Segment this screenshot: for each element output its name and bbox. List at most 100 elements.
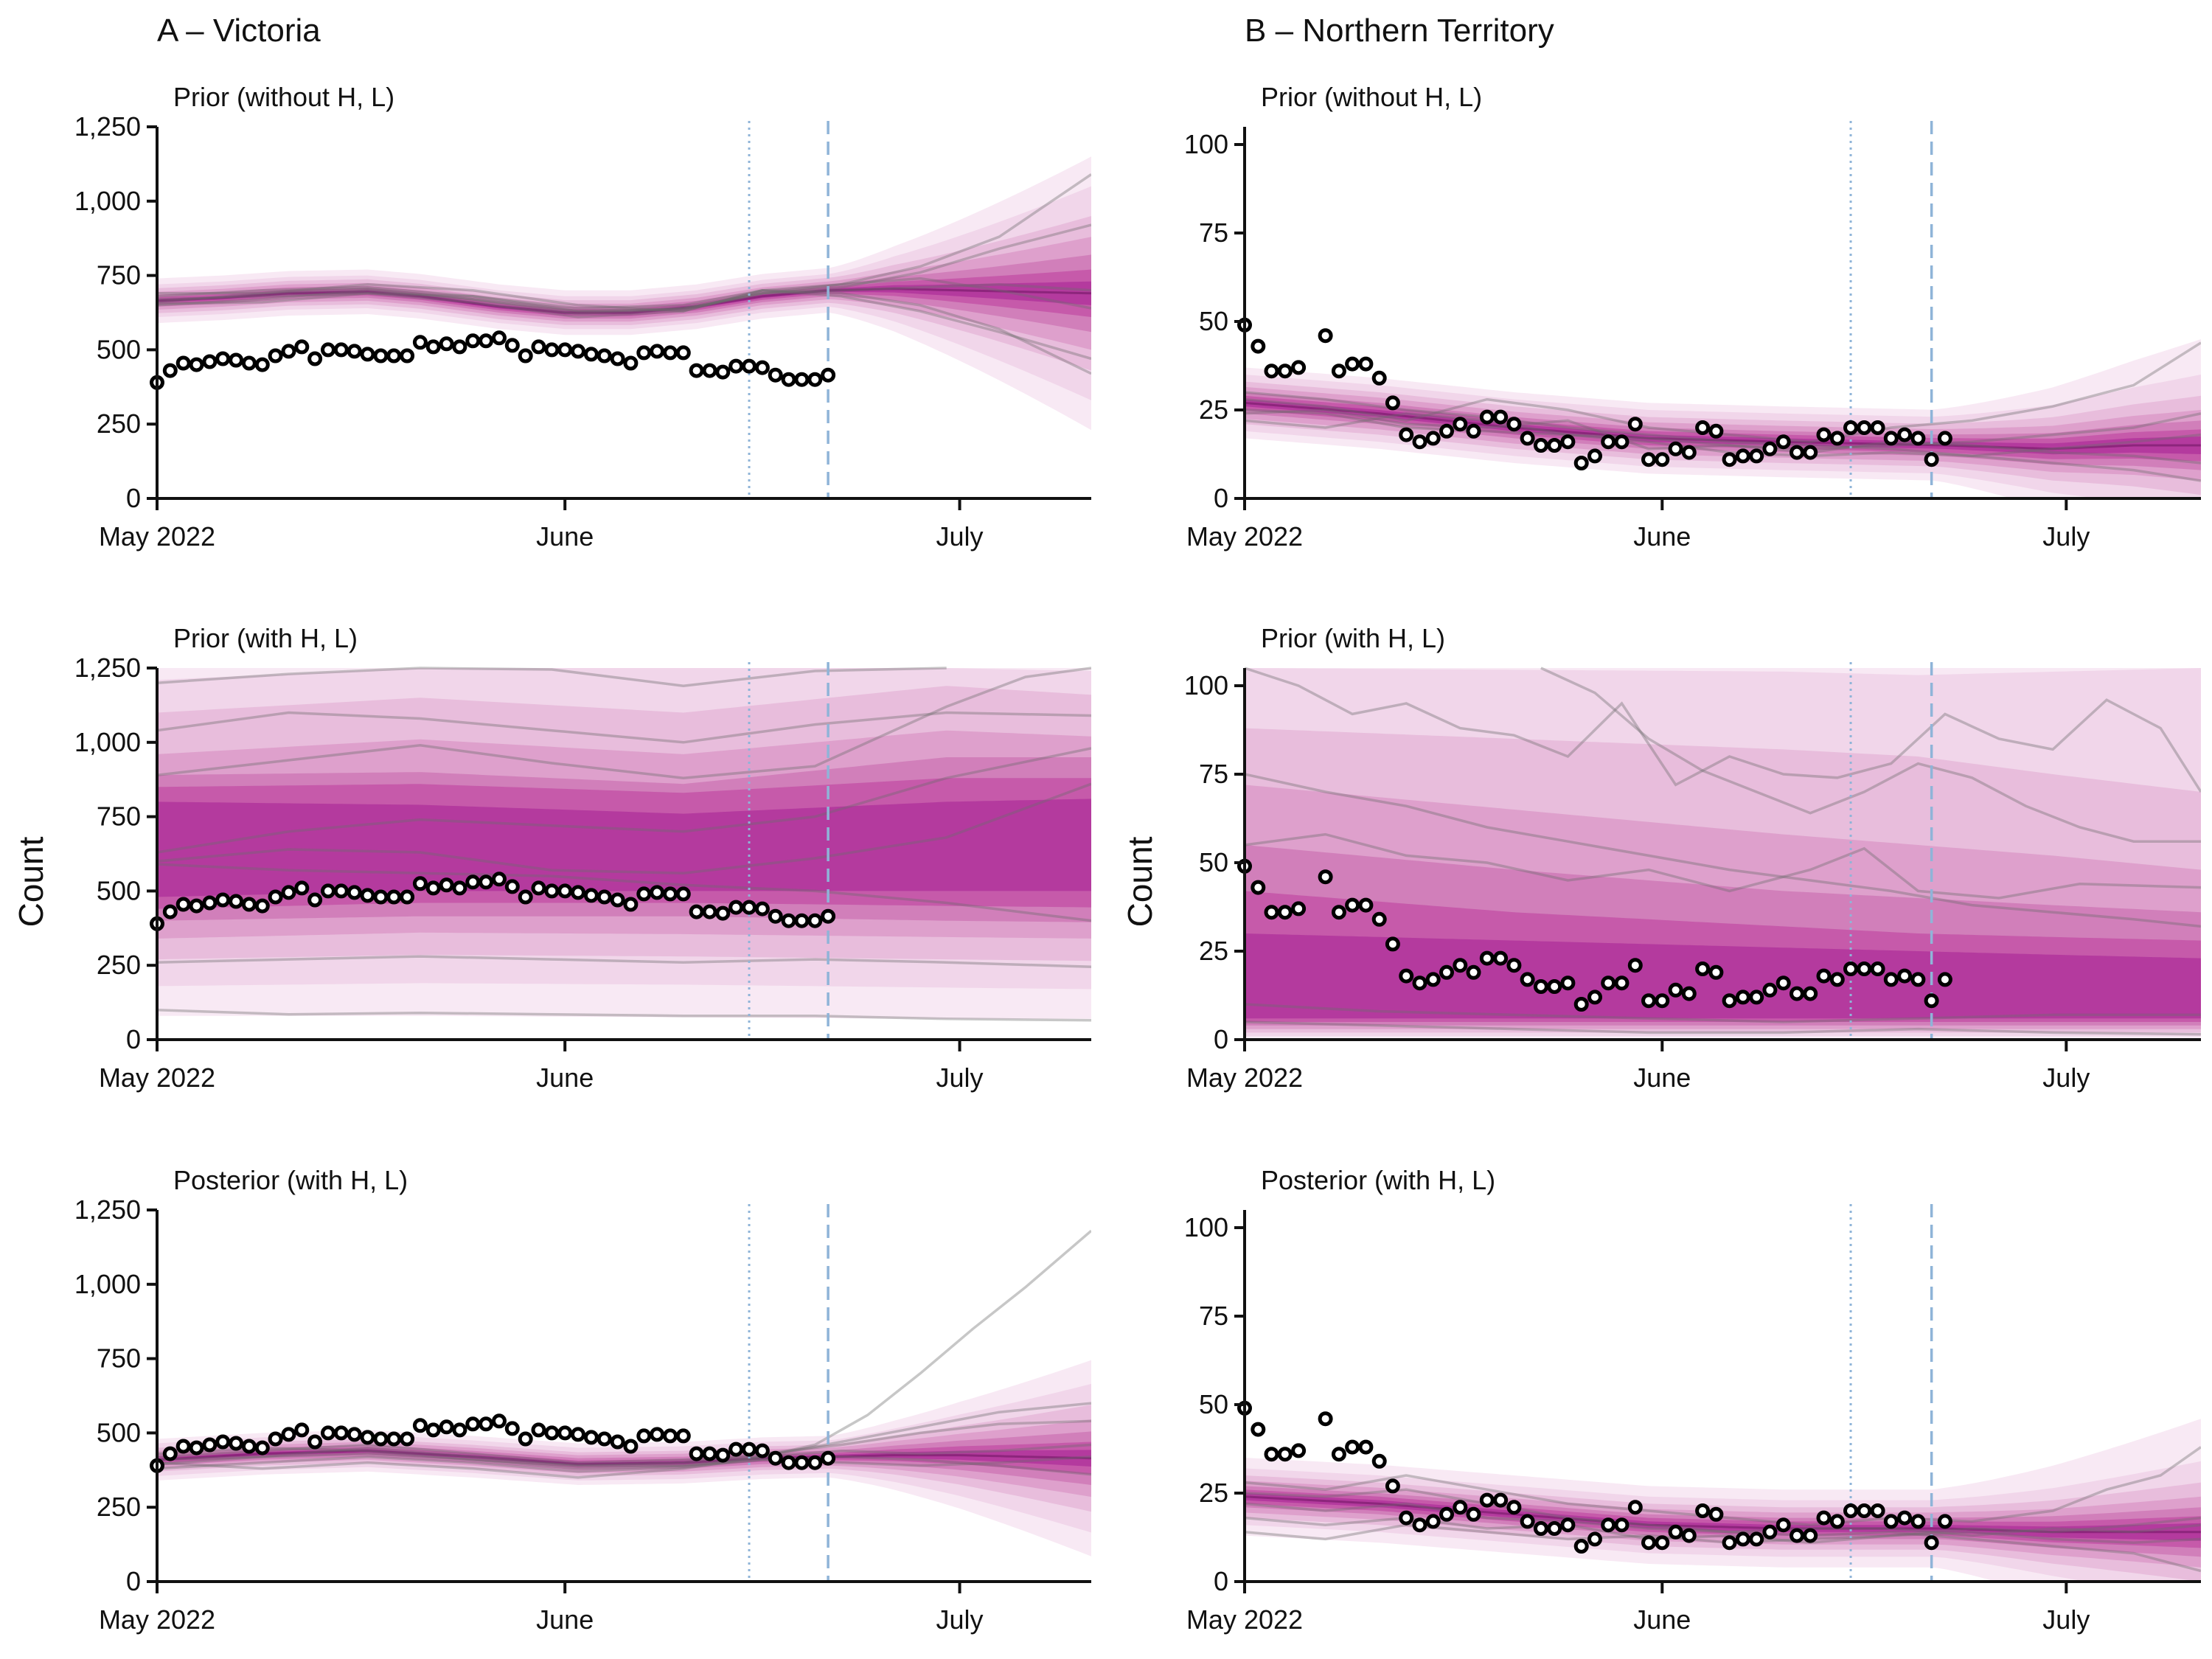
observation-point — [412, 335, 428, 350]
observation-point — [1493, 409, 1509, 425]
observation-point — [1910, 431, 1926, 446]
observation-point — [1762, 982, 1778, 998]
observation-point — [1345, 897, 1360, 913]
y-tick-label: 0 — [1214, 483, 1228, 513]
observation-point — [663, 345, 678, 361]
observation-point — [162, 363, 178, 378]
simulation-trajectory-5 — [157, 1446, 1091, 1470]
observation-point — [1843, 420, 1858, 435]
observation-point — [650, 1427, 665, 1442]
simulation-trajectory-5 — [157, 955, 1091, 968]
observation-point — [175, 355, 191, 371]
observation-point — [479, 1416, 494, 1432]
observation-point — [386, 348, 402, 364]
observation-point — [1331, 1447, 1346, 1462]
y-tick-label: 0 — [126, 1024, 141, 1054]
plot-area — [1245, 667, 2201, 1038]
y-tick-label: 500 — [97, 334, 141, 364]
observation-point — [821, 1450, 836, 1466]
observation-point — [1399, 968, 1414, 984]
simulation-trajectory-1 — [1245, 1502, 2201, 1573]
observation-point — [229, 1436, 244, 1451]
y-tick-label: 25 — [1199, 1478, 1228, 1508]
observation-point — [1399, 1510, 1414, 1526]
x-tick-label: July — [936, 1062, 984, 1093]
observation-point — [518, 1431, 533, 1447]
observation-point — [412, 876, 428, 891]
observation-point — [1573, 456, 1589, 470]
y-tick-label: 250 — [97, 408, 141, 439]
simulation-trajectory-3 — [157, 1455, 1091, 1476]
observation-point — [1749, 1531, 1764, 1547]
observation-point — [425, 880, 441, 896]
observation-point — [544, 1425, 560, 1441]
observation-point — [1520, 1514, 1535, 1529]
observation-point — [728, 1441, 744, 1457]
observation-point — [1924, 452, 1939, 467]
median-line — [157, 1450, 1091, 1466]
simulation-trajectory-4 — [157, 1443, 1091, 1479]
observation-point — [518, 348, 533, 364]
observation-point — [1870, 1503, 1885, 1518]
observation-point — [1412, 975, 1427, 991]
simulation-trajectory-4 — [157, 863, 1091, 922]
x-tick-label: June — [1633, 521, 1691, 552]
observation-point — [1264, 364, 1279, 379]
simulation-trajectory-1 — [1540, 667, 2201, 843]
simulation-trajectory-2 — [1245, 773, 2201, 928]
simulation-trajectory-1 — [157, 1402, 1091, 1464]
observations — [1237, 317, 1952, 470]
observation-point — [781, 1455, 796, 1470]
observation-point — [1829, 972, 1845, 987]
observation-point — [1708, 1506, 1724, 1522]
observation-point — [702, 904, 717, 919]
observation-point — [1439, 423, 1454, 439]
observation-point — [412, 1418, 428, 1433]
observation-point — [610, 351, 625, 366]
y-tick-label: 25 — [1199, 394, 1228, 425]
observation-point — [807, 913, 823, 928]
observation-point — [623, 355, 639, 371]
column-title-northern-territory: B – Northern Territory — [1245, 13, 1554, 49]
observation-point — [452, 339, 467, 355]
observation-point — [754, 360, 770, 375]
observation-point — [742, 1441, 757, 1457]
observation-point — [571, 1427, 585, 1442]
observation-point — [1601, 975, 1616, 991]
observation-point — [1924, 993, 1939, 1009]
observation-point — [465, 874, 481, 890]
observation-point — [715, 905, 731, 921]
observation-point — [636, 345, 652, 361]
observation-point — [321, 342, 335, 358]
observation-point — [728, 900, 744, 915]
observation-point — [1466, 964, 1481, 980]
observation-point — [1506, 958, 1522, 973]
observation-point — [821, 908, 836, 924]
observation-point — [321, 1425, 335, 1441]
observation-point — [229, 894, 244, 909]
observation-point — [1695, 420, 1711, 435]
observation-point — [162, 1446, 178, 1461]
observation-point — [689, 904, 704, 919]
observation-point — [1762, 1524, 1778, 1540]
observation-point — [1533, 438, 1548, 453]
observation-point — [1883, 1514, 1899, 1529]
y-tick-label: 0 — [126, 483, 141, 513]
observation-point — [583, 1430, 599, 1445]
observation-point — [202, 895, 218, 911]
observation-point — [268, 348, 283, 364]
observation-point — [557, 1425, 573, 1441]
y-tick-label: 75 — [1199, 759, 1228, 789]
observation-point — [1749, 448, 1764, 464]
observation-point — [333, 342, 349, 358]
y-tick-label: 1,250 — [74, 1194, 141, 1225]
observation-point — [1466, 423, 1481, 439]
observation-point — [518, 889, 533, 905]
observation-point — [1479, 409, 1495, 425]
observation-point — [294, 880, 310, 896]
observation-point — [1695, 961, 1711, 976]
observation-point — [229, 352, 244, 368]
panel-title: Prior (with H, L) — [173, 623, 358, 653]
observation-point — [1439, 1506, 1454, 1522]
